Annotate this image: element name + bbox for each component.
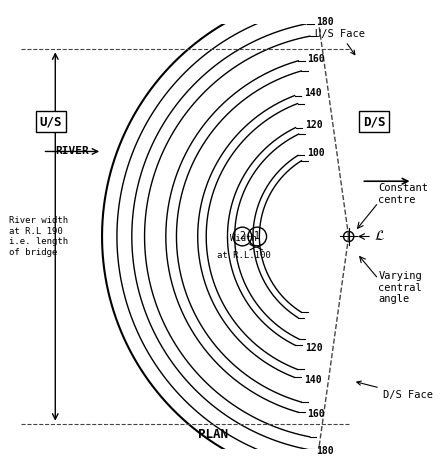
Text: 2: 2 xyxy=(239,231,245,242)
Text: 120: 120 xyxy=(305,342,322,352)
Text: 160: 160 xyxy=(308,53,325,64)
Text: PLAN: PLAN xyxy=(198,428,228,440)
Text: 120: 120 xyxy=(305,121,322,131)
Text: 140: 140 xyxy=(304,375,321,385)
Text: D/S Face: D/S Face xyxy=(357,381,433,400)
Text: U/S Face: U/S Face xyxy=(315,29,365,55)
Text: D/S: D/S xyxy=(363,115,385,128)
Text: U/S: U/S xyxy=(40,115,62,128)
Text: $\mathcal{L}$: $\mathcal{L}$ xyxy=(374,229,385,244)
Text: RIVER: RIVER xyxy=(55,147,89,157)
Text: 140: 140 xyxy=(304,88,321,98)
Text: River width
at R.L 190
i.e. length
of bridge: River width at R.L 190 i.e. length of br… xyxy=(8,217,67,256)
Text: Constant
centre: Constant centre xyxy=(378,183,428,205)
Text: 1: 1 xyxy=(254,231,260,242)
Text: 180: 180 xyxy=(317,447,334,456)
Text: 160: 160 xyxy=(308,409,325,420)
Text: Width: Width xyxy=(230,234,257,243)
Text: 100: 100 xyxy=(307,148,325,158)
Text: 180: 180 xyxy=(317,17,334,26)
Text: Varying
central
angle: Varying central angle xyxy=(378,271,422,304)
Text: at R.L.100: at R.L.100 xyxy=(217,251,270,260)
